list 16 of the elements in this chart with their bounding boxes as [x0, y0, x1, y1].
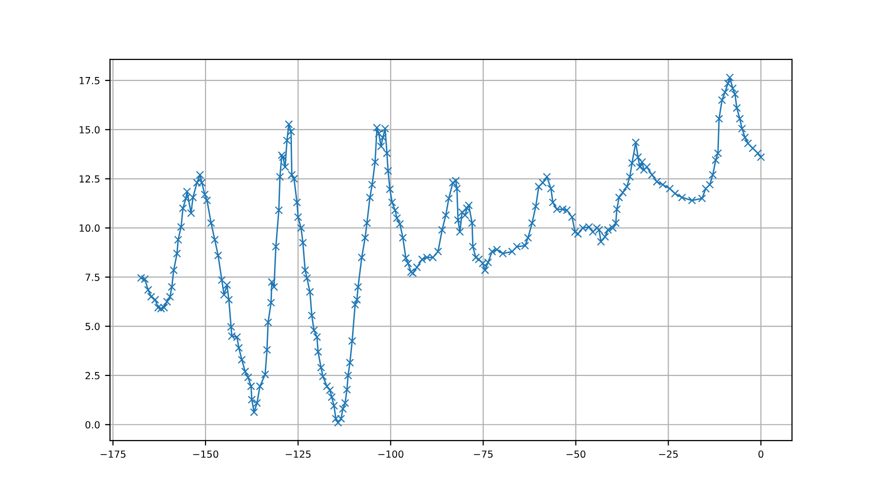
- y-tick-label: 7.5: [86, 274, 100, 281]
- x-tick-label: −125: [286, 450, 311, 458]
- y-tick-label: 10.0: [80, 224, 100, 232]
- y-tick-label: 5.0: [86, 322, 100, 330]
- x-tick-label: −50: [566, 450, 586, 458]
- x-tick-label: −100: [378, 450, 404, 458]
- y-tick-label: 2.5: [86, 372, 100, 380]
- x-tick-label: −75: [474, 450, 493, 458]
- y-tick-label: 15.0: [80, 126, 100, 134]
- y-tick-label: 0.0: [85, 421, 100, 428]
- x-tick-label: −150: [193, 450, 218, 458]
- x-tick-label: 0: [758, 450, 764, 458]
- x-tick-label: −25: [659, 450, 678, 458]
- x-tick-label: −175: [100, 450, 126, 458]
- y-tick-label: 17.5: [80, 77, 100, 84]
- y-tick-label: 12.5: [80, 175, 100, 183]
